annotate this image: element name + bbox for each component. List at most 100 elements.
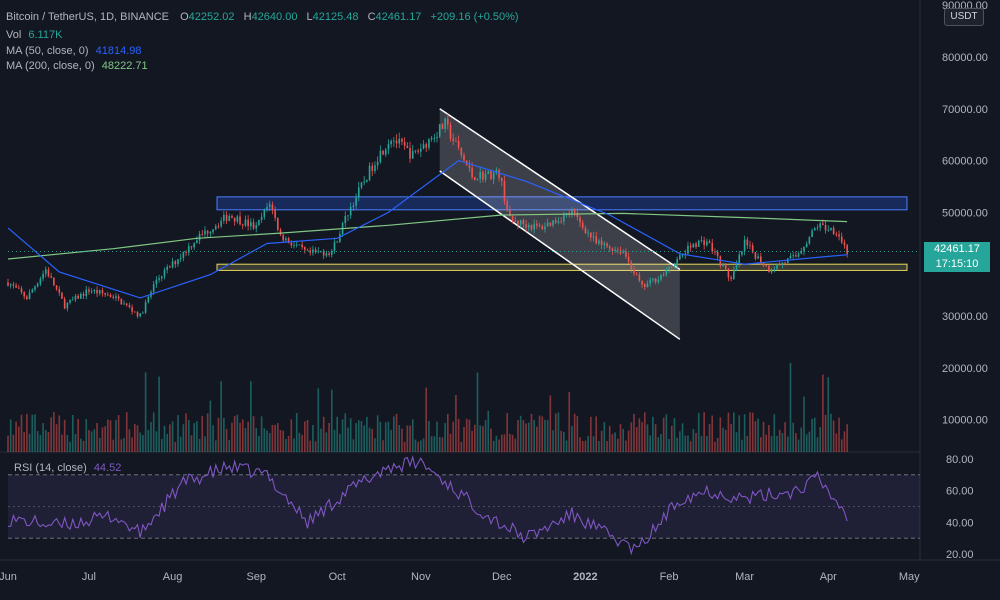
rsi-line[interactable] xyxy=(8,455,848,556)
volume-bar xyxy=(759,437,762,452)
volume-bar xyxy=(722,427,724,452)
ma50-value: 41814.98 xyxy=(95,45,142,57)
volume-bar xyxy=(733,412,735,452)
volume-bar xyxy=(147,429,150,452)
volume-bar xyxy=(457,418,460,452)
volume-bar xyxy=(773,414,776,452)
candle-body xyxy=(695,243,697,247)
candle-body xyxy=(438,124,441,137)
candle-body xyxy=(808,237,811,244)
candle-body xyxy=(417,150,419,152)
candle-body xyxy=(347,215,349,217)
candle-body xyxy=(217,226,220,228)
volume-bar xyxy=(657,437,660,452)
volume-bar xyxy=(279,430,282,452)
channel-lower-line[interactable] xyxy=(439,170,681,340)
volume-bar xyxy=(422,438,425,452)
candle-body xyxy=(479,172,481,179)
ma50-line[interactable] xyxy=(7,159,848,299)
candle-body xyxy=(800,251,803,254)
volume-bar xyxy=(160,438,163,452)
candle-body xyxy=(277,217,279,230)
candle-body xyxy=(47,269,50,277)
last-price-tag: 42461.17 17:15:10 xyxy=(924,242,990,273)
volume-bar xyxy=(36,431,39,452)
volume-bar xyxy=(233,415,236,452)
volume-bar xyxy=(20,414,23,452)
channel-upper-line[interactable] xyxy=(439,108,681,271)
candle-body xyxy=(687,245,689,254)
candle-body xyxy=(101,290,104,294)
volume-bar xyxy=(563,431,565,452)
volume-bar xyxy=(123,437,125,452)
volume-bar xyxy=(77,418,79,452)
volume-bar xyxy=(268,433,271,452)
volume-bar xyxy=(325,432,328,452)
volume-bar xyxy=(179,436,182,452)
candle-body xyxy=(500,177,503,181)
candle-body xyxy=(144,302,147,313)
volume-bar xyxy=(360,421,363,452)
candle-body xyxy=(212,229,214,233)
candle-body xyxy=(511,216,514,221)
volume-bar xyxy=(511,434,514,452)
volume-bar xyxy=(47,432,50,452)
candle-body xyxy=(838,234,840,237)
candle-body xyxy=(74,295,77,300)
candle-body xyxy=(590,232,592,238)
volume-bar xyxy=(34,414,36,452)
support-zone[interactable] xyxy=(216,263,908,271)
volume-bar xyxy=(82,440,85,452)
resistance-zone[interactable] xyxy=(216,196,908,211)
ma50-legend: MA (50, close, 0) 41814.98 xyxy=(6,45,142,57)
candle-body xyxy=(422,144,425,149)
candle-body xyxy=(82,293,85,296)
volume-bar xyxy=(716,437,719,452)
volume-bar xyxy=(611,434,614,452)
volume-bar xyxy=(201,416,204,452)
volume-bar xyxy=(692,429,695,452)
candle-body xyxy=(560,221,562,223)
candle-body xyxy=(387,144,390,150)
candle-body xyxy=(603,243,606,245)
volume-bar xyxy=(336,416,338,452)
candle-body xyxy=(255,224,258,229)
volume-bar xyxy=(374,438,376,452)
volume-bar xyxy=(649,435,651,452)
volume-bar xyxy=(309,440,312,452)
volume-bar xyxy=(687,435,689,452)
candle-body xyxy=(209,232,212,234)
volume-bar xyxy=(706,435,708,452)
candle-body xyxy=(147,296,150,303)
candle-body xyxy=(635,273,638,275)
candle-body xyxy=(115,296,117,298)
candle-body xyxy=(274,209,276,218)
candle-body xyxy=(536,223,538,226)
volume-bar xyxy=(757,418,759,452)
candle-body xyxy=(123,303,125,305)
volume-bar xyxy=(827,377,830,452)
candle-body xyxy=(298,244,301,246)
candle-body xyxy=(263,209,266,217)
low-value: 42125.48 xyxy=(312,11,359,23)
candle-body xyxy=(490,170,492,180)
currency-badge[interactable]: USDT xyxy=(944,8,984,26)
candle-body xyxy=(714,251,716,253)
candle-body xyxy=(471,167,473,178)
volume-bar xyxy=(509,433,511,452)
candle-body xyxy=(34,286,36,290)
candle-body xyxy=(268,204,271,207)
volume-bar xyxy=(136,425,139,452)
ma200-line[interactable] xyxy=(7,212,848,260)
volume-bar xyxy=(830,413,832,452)
candle-body xyxy=(509,209,511,217)
volume-bar xyxy=(406,425,409,452)
time-tick-label: Jul xyxy=(82,571,96,583)
time-tick-label: Apr xyxy=(820,571,837,583)
candle-body xyxy=(328,253,330,255)
volume-bar xyxy=(120,439,123,452)
open-value: 42252.02 xyxy=(188,11,235,23)
candle-body xyxy=(182,251,185,258)
volume-bar xyxy=(131,437,133,452)
